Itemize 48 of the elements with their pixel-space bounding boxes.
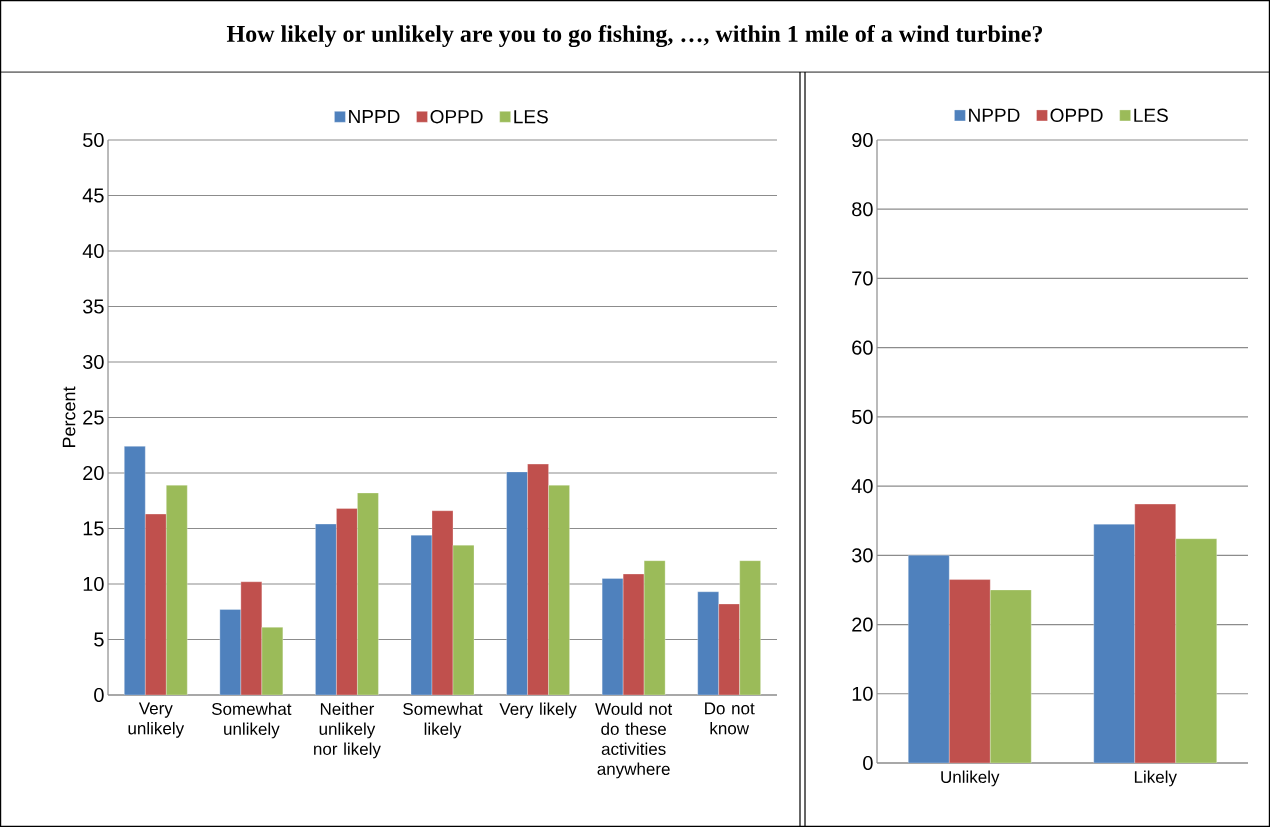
x-tick-label: Do not know bbox=[705, 702, 755, 735]
y-tick-label: 20 bbox=[852, 617, 873, 632]
y-tick-label: 45 bbox=[82, 188, 104, 203]
bar bbox=[739, 560, 761, 695]
y-tick-label: 10 bbox=[83, 576, 104, 592]
y-tick-label: 10 bbox=[852, 686, 873, 701]
x-tick-label: Likely bbox=[1134, 770, 1177, 787]
bar bbox=[357, 492, 379, 695]
y-tick-label: 25 bbox=[83, 410, 104, 425]
x-tick-label: Somewhat likely bbox=[403, 702, 483, 739]
y-tick-label: 50 bbox=[83, 132, 104, 148]
y-tick-label: 0 bbox=[863, 755, 873, 771]
y-tick-label: 40 bbox=[82, 243, 104, 259]
bar bbox=[527, 463, 549, 695]
legend-label: OPPD bbox=[1050, 108, 1103, 123]
y-tick-label: 90 bbox=[852, 132, 873, 148]
y-tick-label: 70 bbox=[852, 271, 873, 286]
y-tick-label: 50 bbox=[852, 409, 873, 424]
y-tick-label: 40 bbox=[851, 479, 873, 494]
legend-label: NPPD bbox=[969, 108, 1020, 122]
y-tick-label: 30 bbox=[83, 354, 104, 370]
legend-label: LES bbox=[514, 109, 548, 124]
y-tick-label: 20 bbox=[83, 465, 104, 481]
bar bbox=[166, 485, 188, 695]
x-tick-label: Would not do these activities anywhere bbox=[595, 702, 673, 779]
legend-label: NPPD bbox=[349, 110, 400, 124]
x-tick-label: Very likely bbox=[499, 702, 577, 719]
legend-label: OPPD bbox=[430, 109, 483, 124]
y-tick-label: 35 bbox=[83, 299, 104, 314]
y-tick-label: 80 bbox=[852, 202, 873, 217]
bar bbox=[336, 508, 358, 695]
chart-title: How likely or unlikely are you to go fishing, …, within 1 mile of a wind turbine? bbox=[226, 24, 1043, 48]
y-tick-label: 15 bbox=[83, 521, 104, 536]
y-tick-label: 5 bbox=[94, 632, 104, 647]
bar bbox=[145, 513, 167, 695]
y-axis-title: Percent bbox=[62, 386, 76, 448]
bar bbox=[718, 603, 740, 695]
x-tick-label: Very unlikely bbox=[128, 702, 185, 738]
y-tick-label: 0 bbox=[94, 687, 104, 703]
y-tick-label: 60 bbox=[852, 340, 873, 355]
bar bbox=[548, 485, 570, 695]
y-tick-label: 30 bbox=[851, 548, 873, 563]
x-tick-label: Neither unlikely nor likely bbox=[314, 702, 381, 759]
legend-label: LES bbox=[1134, 108, 1168, 123]
x-tick-label: Unlikely bbox=[941, 770, 1000, 787]
bar bbox=[643, 560, 666, 695]
bar bbox=[431, 510, 454, 695]
x-tick-label: Somewhat unlikely bbox=[211, 702, 292, 739]
